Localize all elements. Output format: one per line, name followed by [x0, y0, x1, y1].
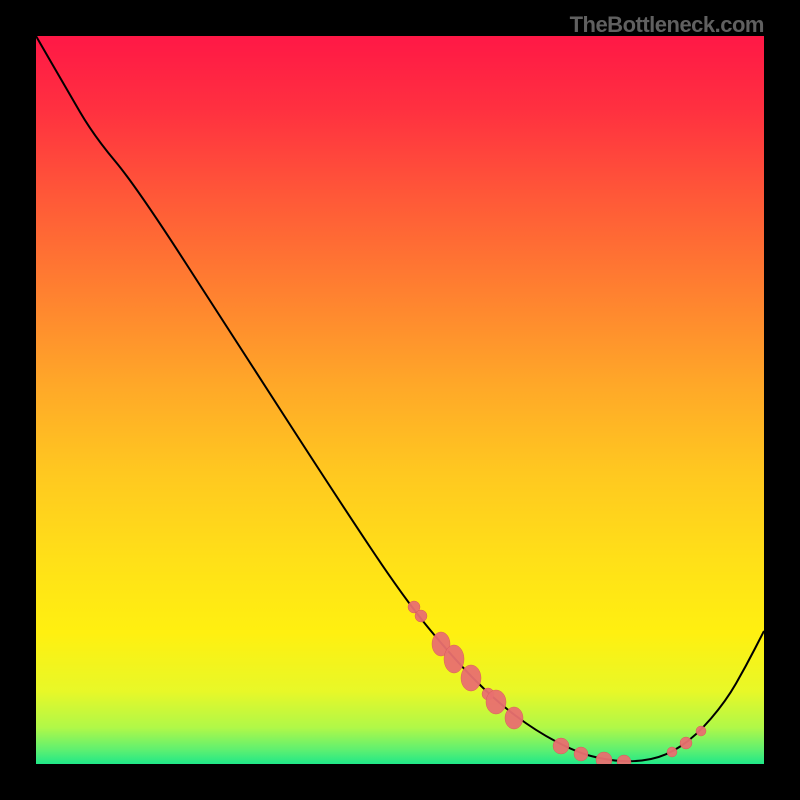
marker-point [415, 610, 427, 622]
curve-overlay [36, 36, 764, 764]
marker-point [444, 645, 464, 673]
bottleneck-curve [36, 36, 764, 761]
marker-point [505, 707, 523, 729]
marker-point [461, 665, 481, 691]
marker-point [667, 747, 677, 757]
marker-point [574, 747, 588, 761]
marker-point [553, 738, 569, 754]
watermark-text: TheBottleneck.com [570, 12, 764, 38]
data-markers [408, 601, 706, 764]
marker-point [680, 737, 692, 749]
marker-point [596, 752, 612, 764]
chart-area [36, 36, 764, 764]
marker-point [617, 755, 631, 764]
marker-point [486, 690, 506, 714]
marker-point [696, 726, 706, 736]
